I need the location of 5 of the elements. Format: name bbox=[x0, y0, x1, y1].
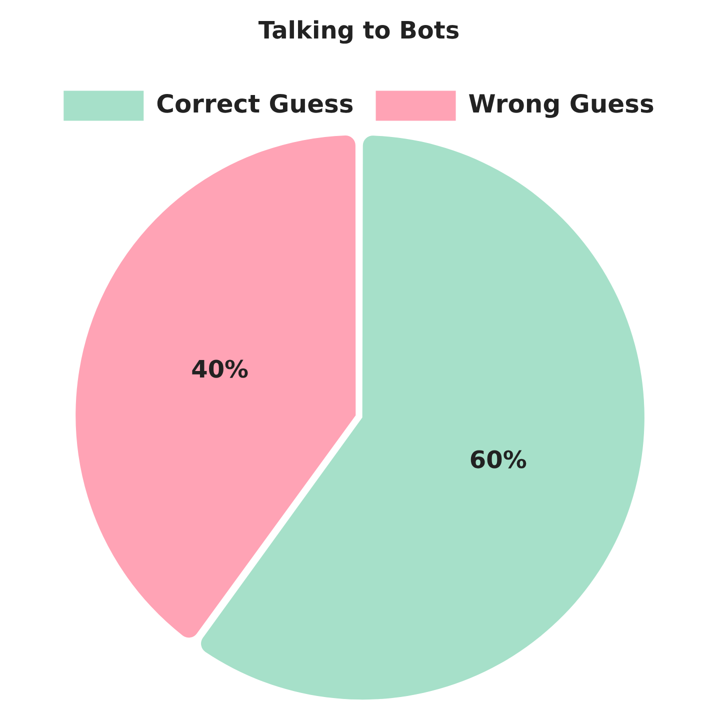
data-label: 40% bbox=[191, 355, 249, 384]
legend-label: Wrong Guess bbox=[468, 89, 654, 118]
chart-title: Talking to Bots bbox=[258, 16, 460, 45]
data-label: 60% bbox=[469, 446, 527, 474]
legend-label: Correct Guess bbox=[156, 89, 354, 118]
